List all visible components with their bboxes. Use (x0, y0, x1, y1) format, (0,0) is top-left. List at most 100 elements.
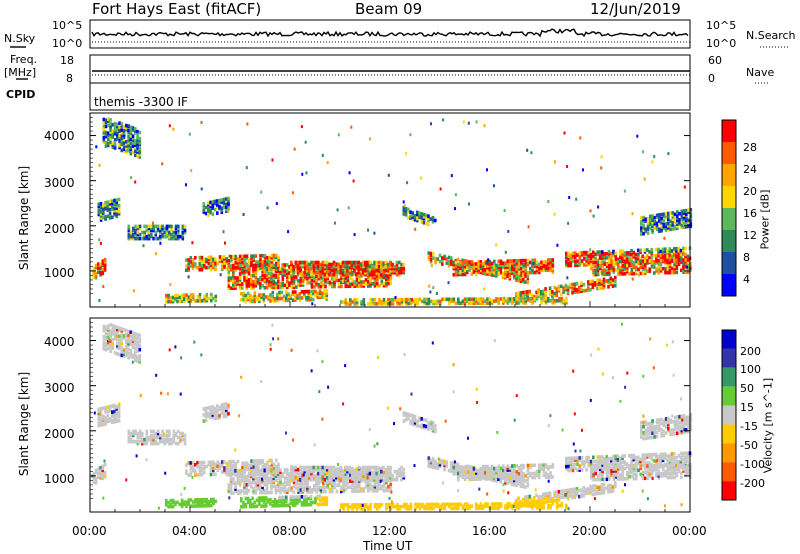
power-panel-echo-cell (306, 277, 309, 281)
velocity-panel-echo-cell (270, 480, 273, 485)
power-panel-echo-cell (578, 257, 582, 261)
power-panel-echo-cell (477, 260, 480, 264)
velocity-panel-echo-cell (270, 484, 273, 489)
power-panel-echo-cell (517, 259, 521, 263)
power-panel-echo-cell (488, 265, 492, 270)
power-panel-echo-cell (200, 267, 204, 272)
power-panel-echo-cell (477, 264, 480, 268)
velocity-panel-echo-cell (107, 334, 110, 339)
power-panel-echo-cell (337, 284, 341, 289)
power-panel-echo-cell (396, 297, 399, 302)
power-panel-echo-cell (682, 246, 685, 251)
velocity-panel-echo-cell (213, 414, 217, 419)
velocity-panel-echo-cell (389, 488, 393, 493)
power-panel-echo-cell (602, 285, 606, 290)
power-panel-echo-cell (337, 278, 341, 283)
power-panel-echo-cell (398, 266, 401, 271)
power-panel-echo-cell (673, 226, 677, 231)
velocity-panel-echo-cell (454, 464, 458, 468)
power-panel-echo-cell (286, 285, 289, 290)
velocity-panel-echo-cell (120, 337, 124, 341)
power-panel-echo-cell (457, 272, 460, 277)
power-panel-echo-cell (506, 301, 510, 305)
power-panel-echo-cell (409, 216, 412, 221)
power-panel-echo-cell (104, 134, 108, 139)
power-panel-echo-cell (513, 263, 516, 267)
vel-cbar-tick-200: 200 (740, 345, 761, 358)
velocity-panel-echo-cell (346, 465, 349, 470)
power-panel-echo-cell (288, 267, 291, 271)
power-panel-echo-cell (99, 218, 103, 222)
velocity-panel-echo-cell (341, 477, 345, 482)
power-panel-echo-cell (657, 269, 661, 273)
power-panel-echo-cell (122, 125, 126, 129)
power-panel-echo-cell (454, 272, 458, 277)
power-panel-echo-cell (632, 265, 636, 270)
power-panel-echo-cell (436, 299, 440, 304)
power-panel-echo-cell (127, 138, 130, 143)
power-panel-echo-cell (686, 258, 690, 262)
power-panel-echo-cell (677, 252, 681, 257)
power-panel-echo-cell (575, 282, 579, 286)
power-panel-echo-cell (307, 297, 311, 302)
velocity-panel-echo-cell (333, 471, 336, 475)
power-panel-echo-cell (434, 256, 437, 261)
power-panel-echo-cell (163, 226, 167, 231)
power-panel-echo-cell (241, 286, 244, 290)
power-panel-echo-cell (106, 204, 110, 208)
power-panel-echo-cell (317, 285, 321, 289)
velocity-panel-echo-cell (317, 475, 320, 480)
power-panel-echo-cell (528, 291, 532, 296)
power-panel-echo-cell (425, 221, 428, 226)
power-panel-echo-cell (555, 293, 559, 297)
velocity-panel-echo-cell (317, 479, 321, 484)
velocity-panel-echo-cell (360, 466, 363, 471)
velocity-panel-echo-cell (232, 470, 235, 474)
velocity-panel-echo-cell (177, 429, 180, 434)
power-panel-echo-cell (611, 280, 615, 284)
velocity-panel-echo-cell (271, 500, 275, 504)
velocity-panel-echo-cell (360, 489, 363, 493)
power-panel-echo-cell (535, 268, 539, 273)
power-panel-echo-cell (661, 251, 665, 256)
power-panel-echo-cell (427, 218, 430, 223)
power-panel-echo-cell (368, 270, 372, 275)
velocity-panel-echo-cell (313, 483, 316, 488)
power-panel-echo-cell (373, 260, 376, 265)
velocity-panel-echo-cell (223, 466, 226, 470)
power-panel-echo-cell (596, 250, 600, 254)
velocity-panel-echo-cell (515, 479, 518, 483)
power-panel-echo-cell (493, 261, 496, 266)
velocity-panel-echo-cell (168, 433, 171, 438)
power-panel-echo-cell (592, 268, 595, 273)
power-panel-echo-cell (113, 146, 117, 150)
velocity-panel-echo-cell (279, 476, 282, 480)
velocity-panel-echo-cell (328, 475, 331, 480)
velocity-panel-echo-cell (294, 475, 298, 480)
power-panel-echo-cell (211, 200, 215, 204)
power-panel-echo-cell (562, 298, 566, 303)
velocity-panel-echo-cell (314, 467, 318, 472)
power-panel-echo-cell (626, 267, 629, 272)
power-panel-echo-cell (295, 267, 298, 271)
power-panel-echo-cell (201, 299, 204, 303)
velocity-panel-echo-cell (277, 480, 280, 485)
velocity-panel-echo-cell (323, 502, 326, 506)
power-panel-echo-cell (143, 234, 146, 239)
velocity-panel-echo-cell (268, 476, 271, 481)
power-panel-echo-cell (655, 261, 658, 265)
velocity-panel-echo-cell (230, 466, 233, 470)
power-panel-echo-cell (304, 277, 307, 281)
power-panel-echo-cell (522, 279, 525, 284)
power-panel-echo-cell (685, 225, 688, 229)
velocity-panel-echo-cell (359, 473, 363, 478)
velocity-panel-echo-cell (463, 473, 467, 478)
power-panel-echo-cell (686, 262, 690, 266)
power-panel-echo-cell (252, 267, 255, 272)
power-panel-echo-cell (168, 236, 171, 241)
power-panel-echo-cell (640, 222, 643, 226)
power-panel-echo-cell (107, 117, 110, 121)
velocity-panel-echo-cell (385, 488, 388, 493)
power-panel-echo-cell (115, 198, 119, 202)
power-panel-echo-cell (303, 289, 306, 294)
